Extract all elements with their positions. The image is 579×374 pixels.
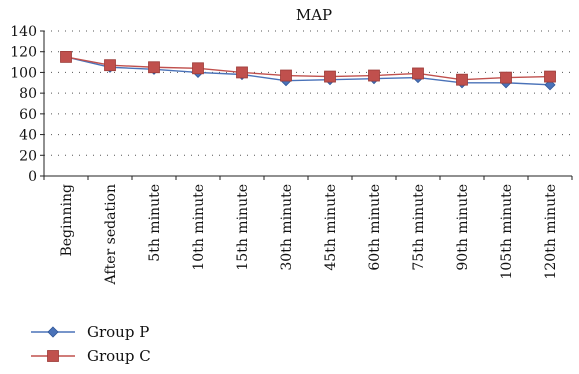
legend: Group P Group C [31,323,151,365]
y-tick-label: 0 [28,169,37,185]
x-tick-label: 5th minute [147,184,163,262]
data-point [280,69,292,82]
y-tick-label: 140 [10,24,37,40]
legend-marker-icon [47,350,59,362]
data-point [192,62,204,75]
legend-label: Group P [87,323,149,341]
y-axis: 0 20 40 60 80 100 120 140 [10,24,45,185]
series-line [65,56,551,81]
data-point [104,59,116,72]
data-point [368,69,380,82]
x-tick-label: After sedation [103,184,119,285]
series-layer [60,50,556,91]
data-point [236,66,248,79]
legend-label: Group C [87,347,151,365]
y-tick-label: 120 [10,45,37,61]
data-point [544,70,556,83]
series-1 [60,51,556,91]
data-point [60,50,72,63]
y-tick-label: 80 [19,86,37,102]
x-tick-label: 120th minute [543,184,559,280]
data-point [148,61,160,74]
data-point [412,67,424,80]
x-tick-label: 60th minute [367,184,383,271]
x-tick-label: 90th minute [455,184,471,271]
legend-marker-icon [47,326,59,338]
series-line [65,56,551,86]
data-point [324,70,336,83]
x-axis: Beginning After sedation 5th minute 10th mi… [43,175,573,285]
x-tick-label: 15th minute [235,184,251,271]
y-tick-label: 40 [19,128,37,144]
legend-item-2: Group C [31,347,151,365]
data-point [456,73,468,86]
data-point [500,71,512,84]
y-tick-label: 100 [10,65,37,81]
grid-lines [44,30,572,156]
legend-item-1: Group P [31,323,149,341]
chart-title: MAP [296,6,332,24]
x-tick-label: Beginning [59,184,75,257]
x-tick-label: 75th minute [411,184,427,271]
x-tick-label: 45th minute [323,184,339,271]
x-tick-label: 105th minute [499,184,515,280]
y-tick-label: 60 [19,107,37,123]
y-tick-label: 20 [19,148,37,164]
series-2 [60,50,556,86]
x-tick-label: 30th minute [279,184,295,271]
x-tick-label: 10th minute [191,184,207,271]
